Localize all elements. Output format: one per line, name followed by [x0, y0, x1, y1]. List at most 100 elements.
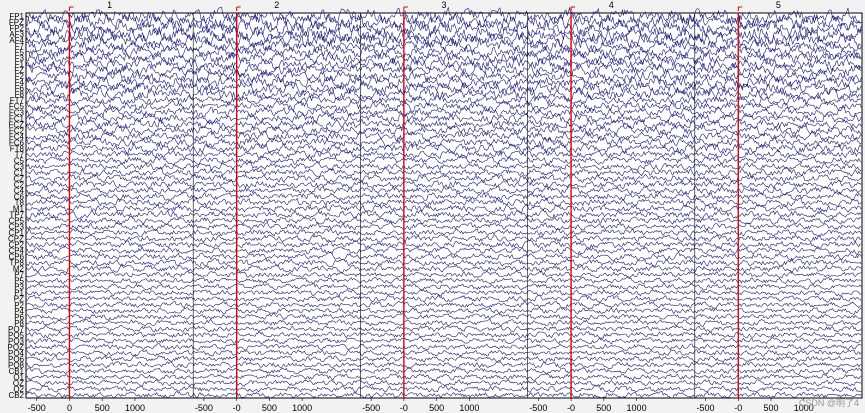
- trace-p8: [25, 319, 862, 327]
- trace-f1: [25, 56, 862, 72]
- channel-label-t7: T7: [15, 150, 25, 159]
- channel-label-cpz: CPZ: [8, 235, 24, 244]
- channel-label-tp7: TP7: [9, 211, 24, 220]
- trace-fc4: [25, 131, 862, 142]
- channel-label-fc3: FC3: [9, 108, 25, 117]
- trace-f2: [25, 68, 862, 84]
- channel-label-tp8: TP8: [9, 259, 24, 268]
- trace-c1: [25, 166, 862, 178]
- trace-f5: [25, 44, 862, 60]
- channel-label-po8: PO8: [8, 361, 25, 370]
- channel-label-p8: P8: [14, 319, 24, 328]
- trace-c2: [25, 179, 862, 189]
- trace-po4: [25, 349, 862, 357]
- time-tick-label: -500: [362, 403, 380, 413]
- channel-label-f1: F1: [15, 60, 25, 69]
- trace-af3: [25, 24, 862, 44]
- trace-p3: [25, 282, 862, 291]
- channel-label-o2: O2: [13, 385, 24, 394]
- channel-label-ft7: FT7: [10, 96, 25, 105]
- trace-m1: [25, 203, 862, 214]
- trace-fc2: [25, 124, 862, 136]
- trace-poz: [25, 343, 862, 351]
- trace-po6: [26, 355, 862, 363]
- trace-p7: [25, 270, 862, 279]
- channel-label-p1: P1: [14, 289, 24, 298]
- channel-label-cp2: CP2: [8, 241, 24, 250]
- channel-label-f5: F5: [15, 48, 25, 57]
- trace-oz: [25, 379, 862, 387]
- trace-m2: [25, 264, 862, 274]
- event-flag-icon[interactable]: [68, 6, 74, 11]
- channel-label-fc6: FC6: [9, 138, 25, 147]
- trace-fp1: [25, 6, 862, 26]
- time-axis: -500 0 500 1000 -500 -0 500 1000 -500 -0 500 1000 -5…: [28, 398, 814, 413]
- trace-group: [25, 6, 862, 399]
- trace-o2: [25, 385, 862, 393]
- channel-label-fc1: FC1: [9, 114, 25, 123]
- channel-label-f8: F8: [15, 90, 25, 99]
- event-flag-icon[interactable]: [403, 6, 408, 11]
- trace-cpz: [25, 233, 862, 243]
- channel-label-cp6: CP6: [8, 253, 24, 262]
- trace-t8: [26, 197, 862, 208]
- time-tick-label: 0: [67, 403, 72, 413]
- channel-label-cp5: CP5: [8, 217, 24, 226]
- trace-fz: [25, 62, 862, 78]
- trace-ft7: [25, 94, 862, 106]
- epoch-label: 4: [609, 0, 614, 10]
- channel-label-po7: PO7: [8, 325, 25, 334]
- time-tick-label: 1000: [459, 403, 479, 413]
- trace-cp6: [25, 252, 862, 262]
- time-tick-label: 500: [596, 403, 611, 413]
- channel-label-fp1: FP1: [9, 12, 24, 21]
- trace-pz: [25, 294, 862, 303]
- channel-label-p2: P2: [14, 301, 24, 310]
- trace-cb2: [25, 391, 862, 399]
- channel-label-o1: O1: [13, 373, 24, 382]
- channel-label-f7: F7: [15, 42, 25, 51]
- event-flag-icon[interactable]: [570, 6, 576, 11]
- channel-label-m2: M2: [13, 265, 25, 274]
- trace-c6: [25, 191, 862, 202]
- channel-label-f4: F4: [15, 78, 25, 87]
- epoch-labels: 1 2 3 4 5: [107, 0, 781, 10]
- channel-label-c4: C4: [14, 186, 25, 195]
- channel-label-po4: PO4: [8, 349, 25, 358]
- time-tick-label: 1000: [794, 403, 814, 413]
- time-tick-label: -500: [28, 403, 46, 413]
- trace-t7: [25, 149, 862, 160]
- channel-label-c5: C5: [14, 156, 25, 165]
- channel-label-p3: P3: [14, 283, 24, 292]
- time-tick-label: -500: [195, 403, 213, 413]
- channel-label-fc2: FC2: [9, 126, 25, 135]
- channel-labels: FP1FPZFP2AF3AF4F7F5F3F1FZF2F4F6F8FT7FC5F…: [8, 12, 25, 400]
- time-tick-label: 1000: [292, 403, 312, 413]
- plot-frame: [25, 12, 863, 399]
- trace-fc6: [25, 136, 862, 149]
- channel-label-pz: PZ: [14, 295, 24, 304]
- channel-label-af4: AF4: [9, 36, 24, 45]
- channel-label-p6: P6: [14, 313, 24, 322]
- channel-label-p5: P5: [14, 277, 24, 286]
- event-flag-icon[interactable]: [737, 6, 743, 11]
- channel-label-cp4: CP4: [8, 247, 24, 256]
- trace-fcz: [25, 117, 862, 131]
- time-tick-label: -0: [233, 403, 241, 413]
- trace-c3: [25, 161, 862, 172]
- trace-fc1: [25, 112, 862, 125]
- trace-po8: [25, 361, 862, 370]
- trace-o1: [25, 373, 862, 382]
- time-tick-label: 1000: [627, 403, 647, 413]
- trace-af4: [25, 31, 862, 50]
- channel-label-po5: PO5: [8, 331, 25, 340]
- channel-label-p7: P7: [14, 271, 24, 280]
- channel-label-cb1: CB1: [8, 367, 24, 376]
- time-tick-label: 500: [764, 403, 779, 413]
- trace-p4: [25, 306, 862, 315]
- time-tick-label: 500: [262, 403, 277, 413]
- event-flag-icon[interactable]: [236, 6, 241, 11]
- trace-po7: [25, 324, 862, 333]
